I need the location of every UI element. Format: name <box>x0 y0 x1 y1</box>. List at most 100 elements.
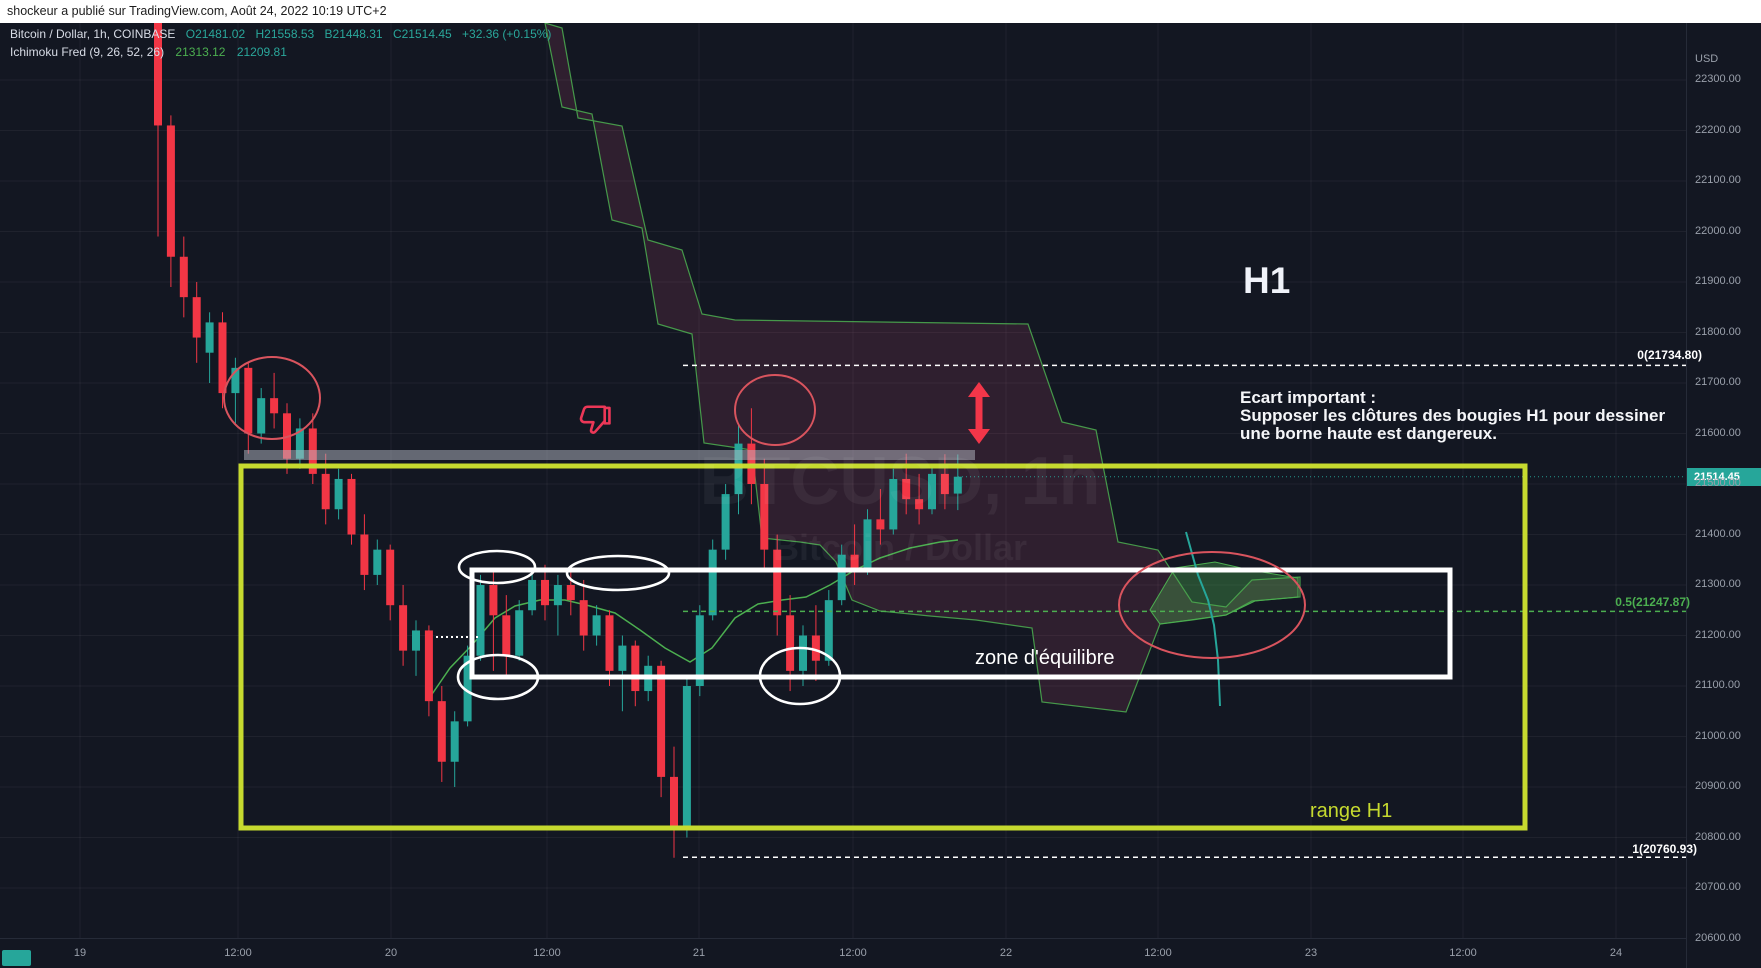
candle-body <box>463 655 472 722</box>
price-tick-label: 21800.00 <box>1695 325 1741 338</box>
indicator-value-2: 21209.81 <box>236 45 287 59</box>
price-tick-label: 21600.00 <box>1695 426 1741 439</box>
currency-label: USD <box>1695 53 1719 65</box>
candle-body <box>476 585 485 656</box>
candle-body <box>489 585 498 616</box>
candle-body <box>424 630 433 702</box>
price-tick-label: 21300.00 <box>1695 578 1741 590</box>
price-tick-label: 20700.00 <box>1695 881 1741 893</box>
candle-body <box>270 398 279 414</box>
candle-body <box>502 615 511 656</box>
candle-body <box>760 484 769 550</box>
price-tick-label: 20800.00 <box>1695 830 1741 843</box>
thumbs-down-icon <box>575 402 613 445</box>
candle-body <box>231 367 240 394</box>
candle-body <box>334 478 343 510</box>
candle-body <box>386 549 395 606</box>
h1-annotation: H1 <box>1243 260 1291 301</box>
fib-level-0-label: 0(21734.80) <box>1637 348 1702 362</box>
candle-body <box>940 473 949 495</box>
note-line1: Ecart important : <box>1240 388 1377 407</box>
red-ellipse-drawing <box>1118 551 1306 659</box>
candle-body <box>218 322 227 394</box>
candle-body <box>321 473 330 510</box>
candle-body <box>863 519 872 570</box>
candle-body <box>811 635 820 661</box>
candle-body <box>283 413 291 459</box>
candle-body <box>799 635 807 671</box>
candle-body <box>850 554 859 570</box>
price-tick-label: 20600.00 <box>1695 931 1741 944</box>
candle-body <box>953 476 962 494</box>
ohlc-open: O21481.02 <box>185 27 246 41</box>
time-tick-label: 24 <box>1609 947 1623 959</box>
candle-body <box>566 585 575 601</box>
time-tick-label: 22 <box>999 947 1013 959</box>
candle-body <box>373 549 382 575</box>
time-axis[interactable]: 19 12:00 20 12:00 21 12:00 22 12:00 23 12:00 24 <box>0 938 1686 968</box>
white-ellipse-drawing <box>565 554 671 592</box>
price-tick-label: 22000.00 <box>1695 224 1741 237</box>
time-tick-label: 12:00 <box>224 947 252 959</box>
candle-body <box>824 600 833 661</box>
time-tick-label: 20 <box>384 947 398 959</box>
candle-body <box>592 615 601 636</box>
indicator-legend-row[interactable]: Ichimoku Fred (9, 26, 52, 26) 21313.12 2… <box>10 45 287 59</box>
price-change: +32.36 (+0.15%) <box>462 27 552 41</box>
candle-body <box>412 630 420 651</box>
price-tick-label: 22100.00 <box>1695 174 1741 186</box>
price-tick-label: 21000.00 <box>1695 729 1741 742</box>
candle-body <box>618 645 627 671</box>
range-h1-label: range H1 <box>1310 800 1393 822</box>
ohlc-low: B21448.31 <box>324 27 383 41</box>
price-axis[interactable]: USD 21514.45 22300.00 22200.00 22100.00 220… <box>1686 23 1761 968</box>
up-down-arrow-icon <box>964 380 994 451</box>
candle-body <box>360 534 369 575</box>
time-tick-label: 23 <box>1304 947 1318 959</box>
white-ellipse-drawing <box>457 549 537 585</box>
gray-bar-drawing <box>244 450 975 460</box>
ohlc-close: C21514.45 <box>392 27 452 41</box>
candle-body <box>876 519 885 530</box>
candle-body <box>889 478 898 530</box>
candle-body <box>902 478 911 500</box>
range-h1-box <box>238 463 1528 831</box>
symbol-title: Bitcoin / Dollar, 1h, COINBASE <box>10 27 176 41</box>
last-price-badge: 21514.45 <box>1687 467 1761 486</box>
time-tick-label: 12:00 <box>1144 947 1172 959</box>
symbol-watermark-line1: BTCUSD, 1h <box>699 443 1101 519</box>
candle-body <box>721 494 730 550</box>
candle-body <box>708 549 717 616</box>
candle-body <box>295 428 304 459</box>
symbol-legend-row[interactable]: Bitcoin / Dollar, 1h, COINBASE O21481.02… <box>10 27 551 41</box>
price-tick-label: 21500.00 <box>1695 477 1741 489</box>
candle-body <box>682 686 691 828</box>
candle-body <box>244 367 253 434</box>
timezone-button[interactable] <box>2 950 31 966</box>
candle-body <box>399 605 408 651</box>
kumo-green-tip <box>1149 561 1299 625</box>
price-tick-label: 21900.00 <box>1695 275 1741 287</box>
candle-body <box>773 549 782 616</box>
indicator-value-1: 21313.12 <box>175 45 226 59</box>
ohlc-high: H21558.53 <box>255 27 315 41</box>
white-ellipse-drawing <box>758 646 842 706</box>
note-line3: une borne haute est dangereux. <box>1240 424 1497 443</box>
price-tick-label: 21100.00 <box>1695 679 1741 691</box>
candle-body <box>437 701 446 762</box>
candle-body <box>450 721 459 762</box>
price-tick-label: 21700.00 <box>1695 376 1741 388</box>
candle-body <box>786 615 795 671</box>
candle-body <box>205 322 214 353</box>
time-tick-label: 19 <box>73 947 87 959</box>
candle-body <box>915 499 924 510</box>
candle-body <box>928 473 936 510</box>
price-tick-label: 21400.00 <box>1695 527 1741 540</box>
red-ellipse-drawing <box>734 374 816 446</box>
candle-body <box>528 579 537 611</box>
candle-body <box>837 554 846 601</box>
note-annotation: Ecart important : Supposer les clôtures … <box>1240 389 1665 443</box>
equilibrium-zone-box <box>469 567 1453 680</box>
